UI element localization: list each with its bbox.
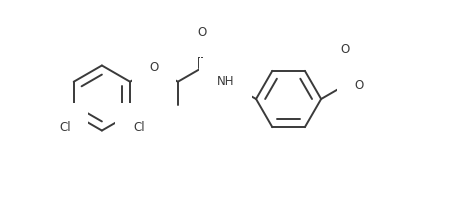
Text: O: O [197, 26, 206, 39]
Text: Cl: Cl [59, 121, 71, 134]
Text: Cl: Cl [133, 121, 145, 134]
Text: O: O [149, 61, 159, 74]
Text: O: O [354, 79, 364, 92]
Text: O: O [340, 43, 350, 56]
Text: NH: NH [217, 75, 234, 88]
